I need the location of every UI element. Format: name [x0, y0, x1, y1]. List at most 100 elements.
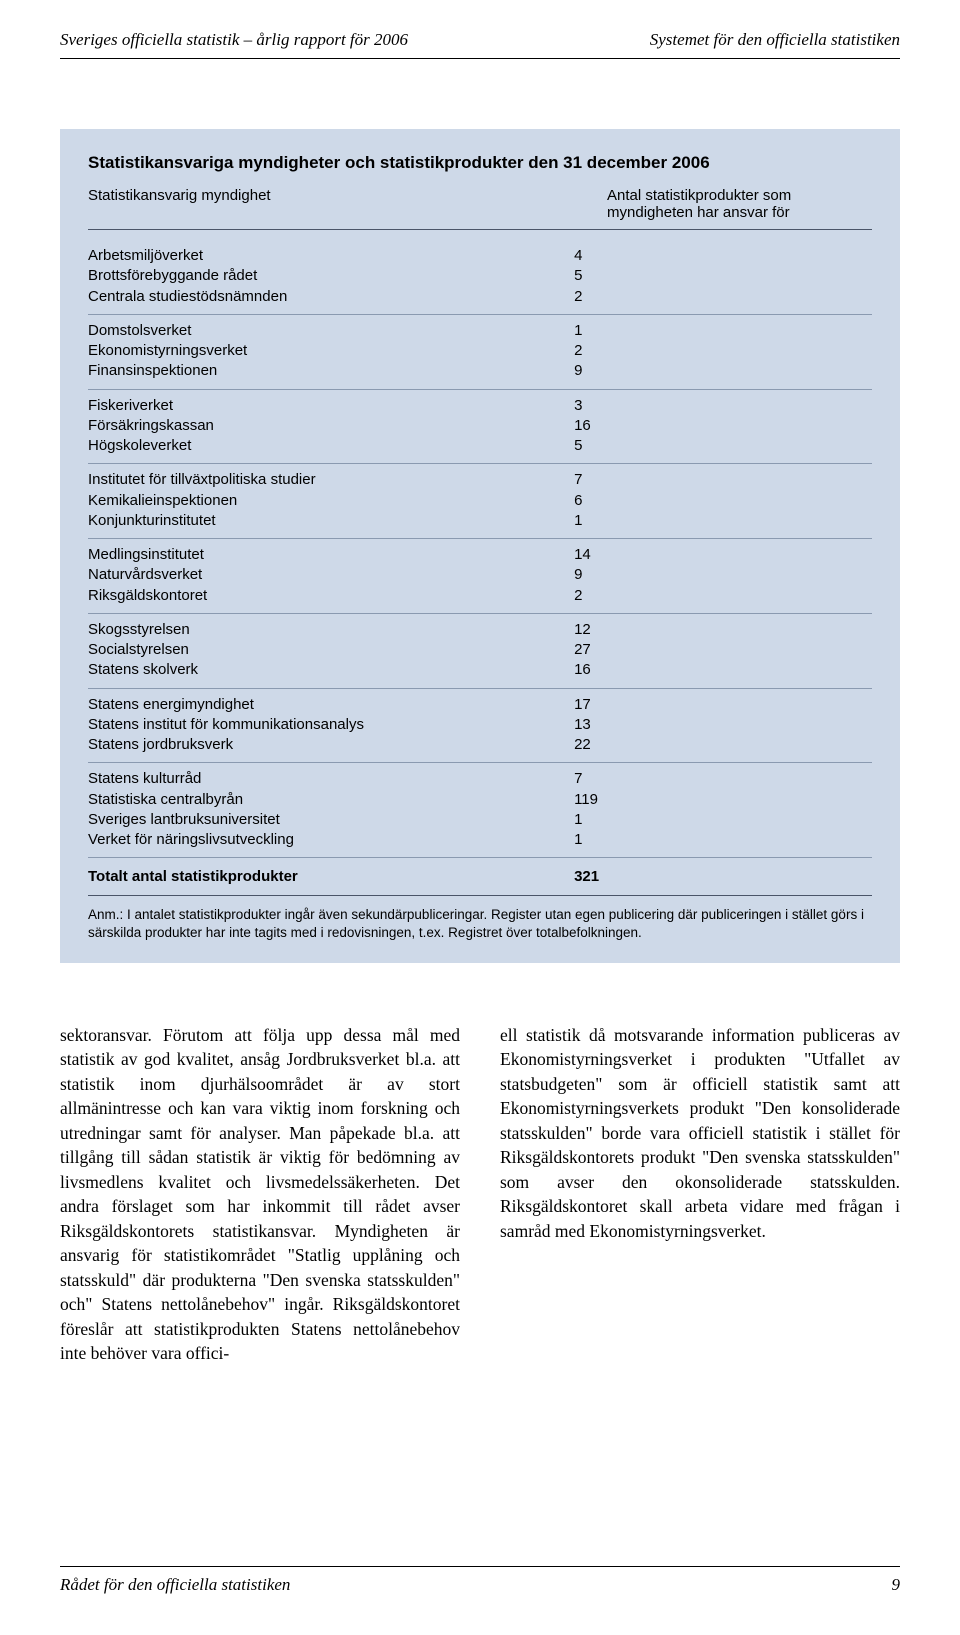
product-count: 13: [574, 715, 891, 735]
table-group: Statens kulturråd7Statistiska centralbyr…: [88, 763, 872, 858]
product-count: 9: [574, 361, 882, 381]
table-title: Statistikansvariga myndigheter och stati…: [88, 153, 872, 173]
product-count: 2: [574, 586, 882, 606]
authority-name: Medlingsinstitutet: [88, 545, 574, 565]
table-group: Institutet för tillväxtpolitiska studier…: [88, 464, 872, 539]
authority-name: Naturvårdsverket: [88, 565, 574, 585]
footer-page-number: 9: [892, 1575, 901, 1595]
product-count: 1: [574, 321, 882, 341]
table-row: Centrala studiestödsnämnden2: [88, 287, 872, 307]
product-count: 17: [574, 695, 891, 715]
authority-name: Riksgäldskontoret: [88, 586, 574, 606]
authority-name: Statens energimyndighet: [88, 695, 574, 715]
authority-name: Finansinspektionen: [88, 361, 574, 381]
authority-name: Skogsstyrelsen: [88, 620, 574, 640]
authority-name: Institutet för tillväxtpolitiska studier: [88, 470, 574, 490]
table-row: Högskoleverket5: [88, 436, 872, 456]
authority-name: Arbetsmiljöverket: [88, 246, 574, 266]
product-count: 119: [574, 790, 898, 810]
product-count: 1: [574, 511, 882, 531]
authority-name: Försäkringskassan: [88, 416, 574, 436]
product-count: 1: [574, 810, 882, 830]
header-right: Systemet för den officiella statistiken: [650, 30, 900, 50]
authority-name: Verket för näringslivsutveckling: [88, 830, 574, 850]
product-count: 2: [574, 287, 882, 307]
authority-name: Brottsförebyggande rådet: [88, 266, 574, 286]
authority-name: Högskoleverket: [88, 436, 574, 456]
table-row: Sveriges lantbruksuniversitet1: [88, 810, 872, 830]
product-count: 12: [574, 620, 891, 640]
table-group: Medlingsinstitutet14Naturvårdsverket9Rik…: [88, 539, 872, 614]
product-count: 5: [574, 266, 882, 286]
table-row: Konjunkturinstitutet1: [88, 511, 872, 531]
page-footer: Rådet för den officiella statistiken 9: [60, 1566, 900, 1595]
total-row: Totalt antal statistikprodukter 321: [88, 858, 872, 896]
product-count: 1: [574, 830, 882, 850]
table-group: Domstolsverket1Ekonomistyrningsverket2Fi…: [88, 315, 872, 390]
table-row: Statens energimyndighet17: [88, 695, 872, 715]
table-row: Naturvårdsverket9: [88, 565, 872, 585]
table-row: Statistiska centralbyrån119: [88, 790, 872, 810]
authority-name: Sveriges lantbruksuniversitet: [88, 810, 574, 830]
col-header-authority: Statistikansvarig myndighet: [88, 187, 527, 221]
table-row: Statens kulturråd7: [88, 769, 872, 789]
statistics-table: Statistikansvariga myndigheter och stati…: [60, 129, 900, 963]
table-group: Fiskeriverket3Försäkringskassan16Högskol…: [88, 390, 872, 465]
authority-name: Kemikalieinspektionen: [88, 491, 574, 511]
table-row: Statens jordbruksverk22: [88, 735, 872, 755]
product-count: 2: [574, 341, 882, 361]
product-count: 6: [574, 491, 882, 511]
authority-name: Domstolsverket: [88, 321, 574, 341]
product-count: 3: [574, 396, 882, 416]
table-row: Statens skolverk16: [88, 660, 872, 680]
authority-name: Statistiska centralbyrån: [88, 790, 574, 810]
footer-left: Rådet för den officiella statistiken: [60, 1575, 290, 1595]
table-group: Arbetsmiljöverket4Brottsförebyggande råd…: [88, 240, 872, 315]
authority-name: Ekonomistyrningsverket: [88, 341, 574, 361]
product-count: 14: [574, 545, 891, 565]
table-row: Medlingsinstitutet14: [88, 545, 872, 565]
authority-name: Statens jordbruksverk: [88, 735, 574, 755]
table-row: Institutet för tillväxtpolitiska studier…: [88, 470, 872, 490]
product-count: 9: [574, 565, 882, 585]
authority-name: Statens kulturråd: [88, 769, 574, 789]
col-header-count: Antal statistikprodukter som myndigheten…: [527, 187, 872, 221]
table-group: Skogsstyrelsen12Socialstyrelsen27Statens…: [88, 614, 872, 689]
product-count: 22: [574, 735, 891, 755]
page-header: Sveriges officiella statistik – årlig ra…: [60, 30, 900, 59]
table-row: Verket för näringslivsutveckling1: [88, 830, 872, 850]
product-count: 5: [574, 436, 882, 456]
table-row: Finansinspektionen9: [88, 361, 872, 381]
table-row: Försäkringskassan16: [88, 416, 872, 436]
authority-name: Statens skolverk: [88, 660, 574, 680]
table-row: Fiskeriverket3: [88, 396, 872, 416]
table-row: Domstolsverket1: [88, 321, 872, 341]
table-row: Brottsförebyggande rådet5: [88, 266, 872, 286]
product-count: 7: [574, 470, 882, 490]
authority-name: Konjunkturinstitutet: [88, 511, 574, 531]
table-row: Kemikalieinspektionen6: [88, 491, 872, 511]
product-count: 7: [574, 769, 882, 789]
table-row: Statens institut för kommunikationsanaly…: [88, 715, 872, 735]
body-text: sektoransvar. Förutom att följa upp dess…: [60, 1023, 900, 1366]
body-column-right: ell statistik då motsvarande information…: [500, 1023, 900, 1366]
authority-name: Statens institut för kommunikationsanaly…: [88, 715, 574, 735]
header-left: Sveriges officiella statistik – årlig ra…: [60, 30, 408, 50]
product-count: 16: [574, 416, 891, 436]
table-row: Ekonomistyrningsverket2: [88, 341, 872, 361]
total-label: Totalt antal statistikprodukter: [88, 868, 574, 885]
table-row: Riksgäldskontoret2: [88, 586, 872, 606]
table-group: Statens energimyndighet17Statens institu…: [88, 689, 872, 764]
product-count: 4: [574, 246, 882, 266]
total-value: 321: [574, 868, 899, 885]
table-body: Arbetsmiljöverket4Brottsförebyggande råd…: [88, 240, 872, 858]
table-row: Skogsstyrelsen12: [88, 620, 872, 640]
product-count: 27: [574, 640, 891, 660]
product-count: 16: [574, 660, 891, 680]
body-column-left: sektoransvar. Förutom att följa upp dess…: [60, 1023, 460, 1366]
table-row: Socialstyrelsen27: [88, 640, 872, 660]
authority-name: Socialstyrelsen: [88, 640, 574, 660]
authority-name: Fiskeriverket: [88, 396, 574, 416]
table-note: Anm.: I antalet statistikprodukter ingår…: [88, 906, 872, 942]
table-row: Arbetsmiljöverket4: [88, 246, 872, 266]
